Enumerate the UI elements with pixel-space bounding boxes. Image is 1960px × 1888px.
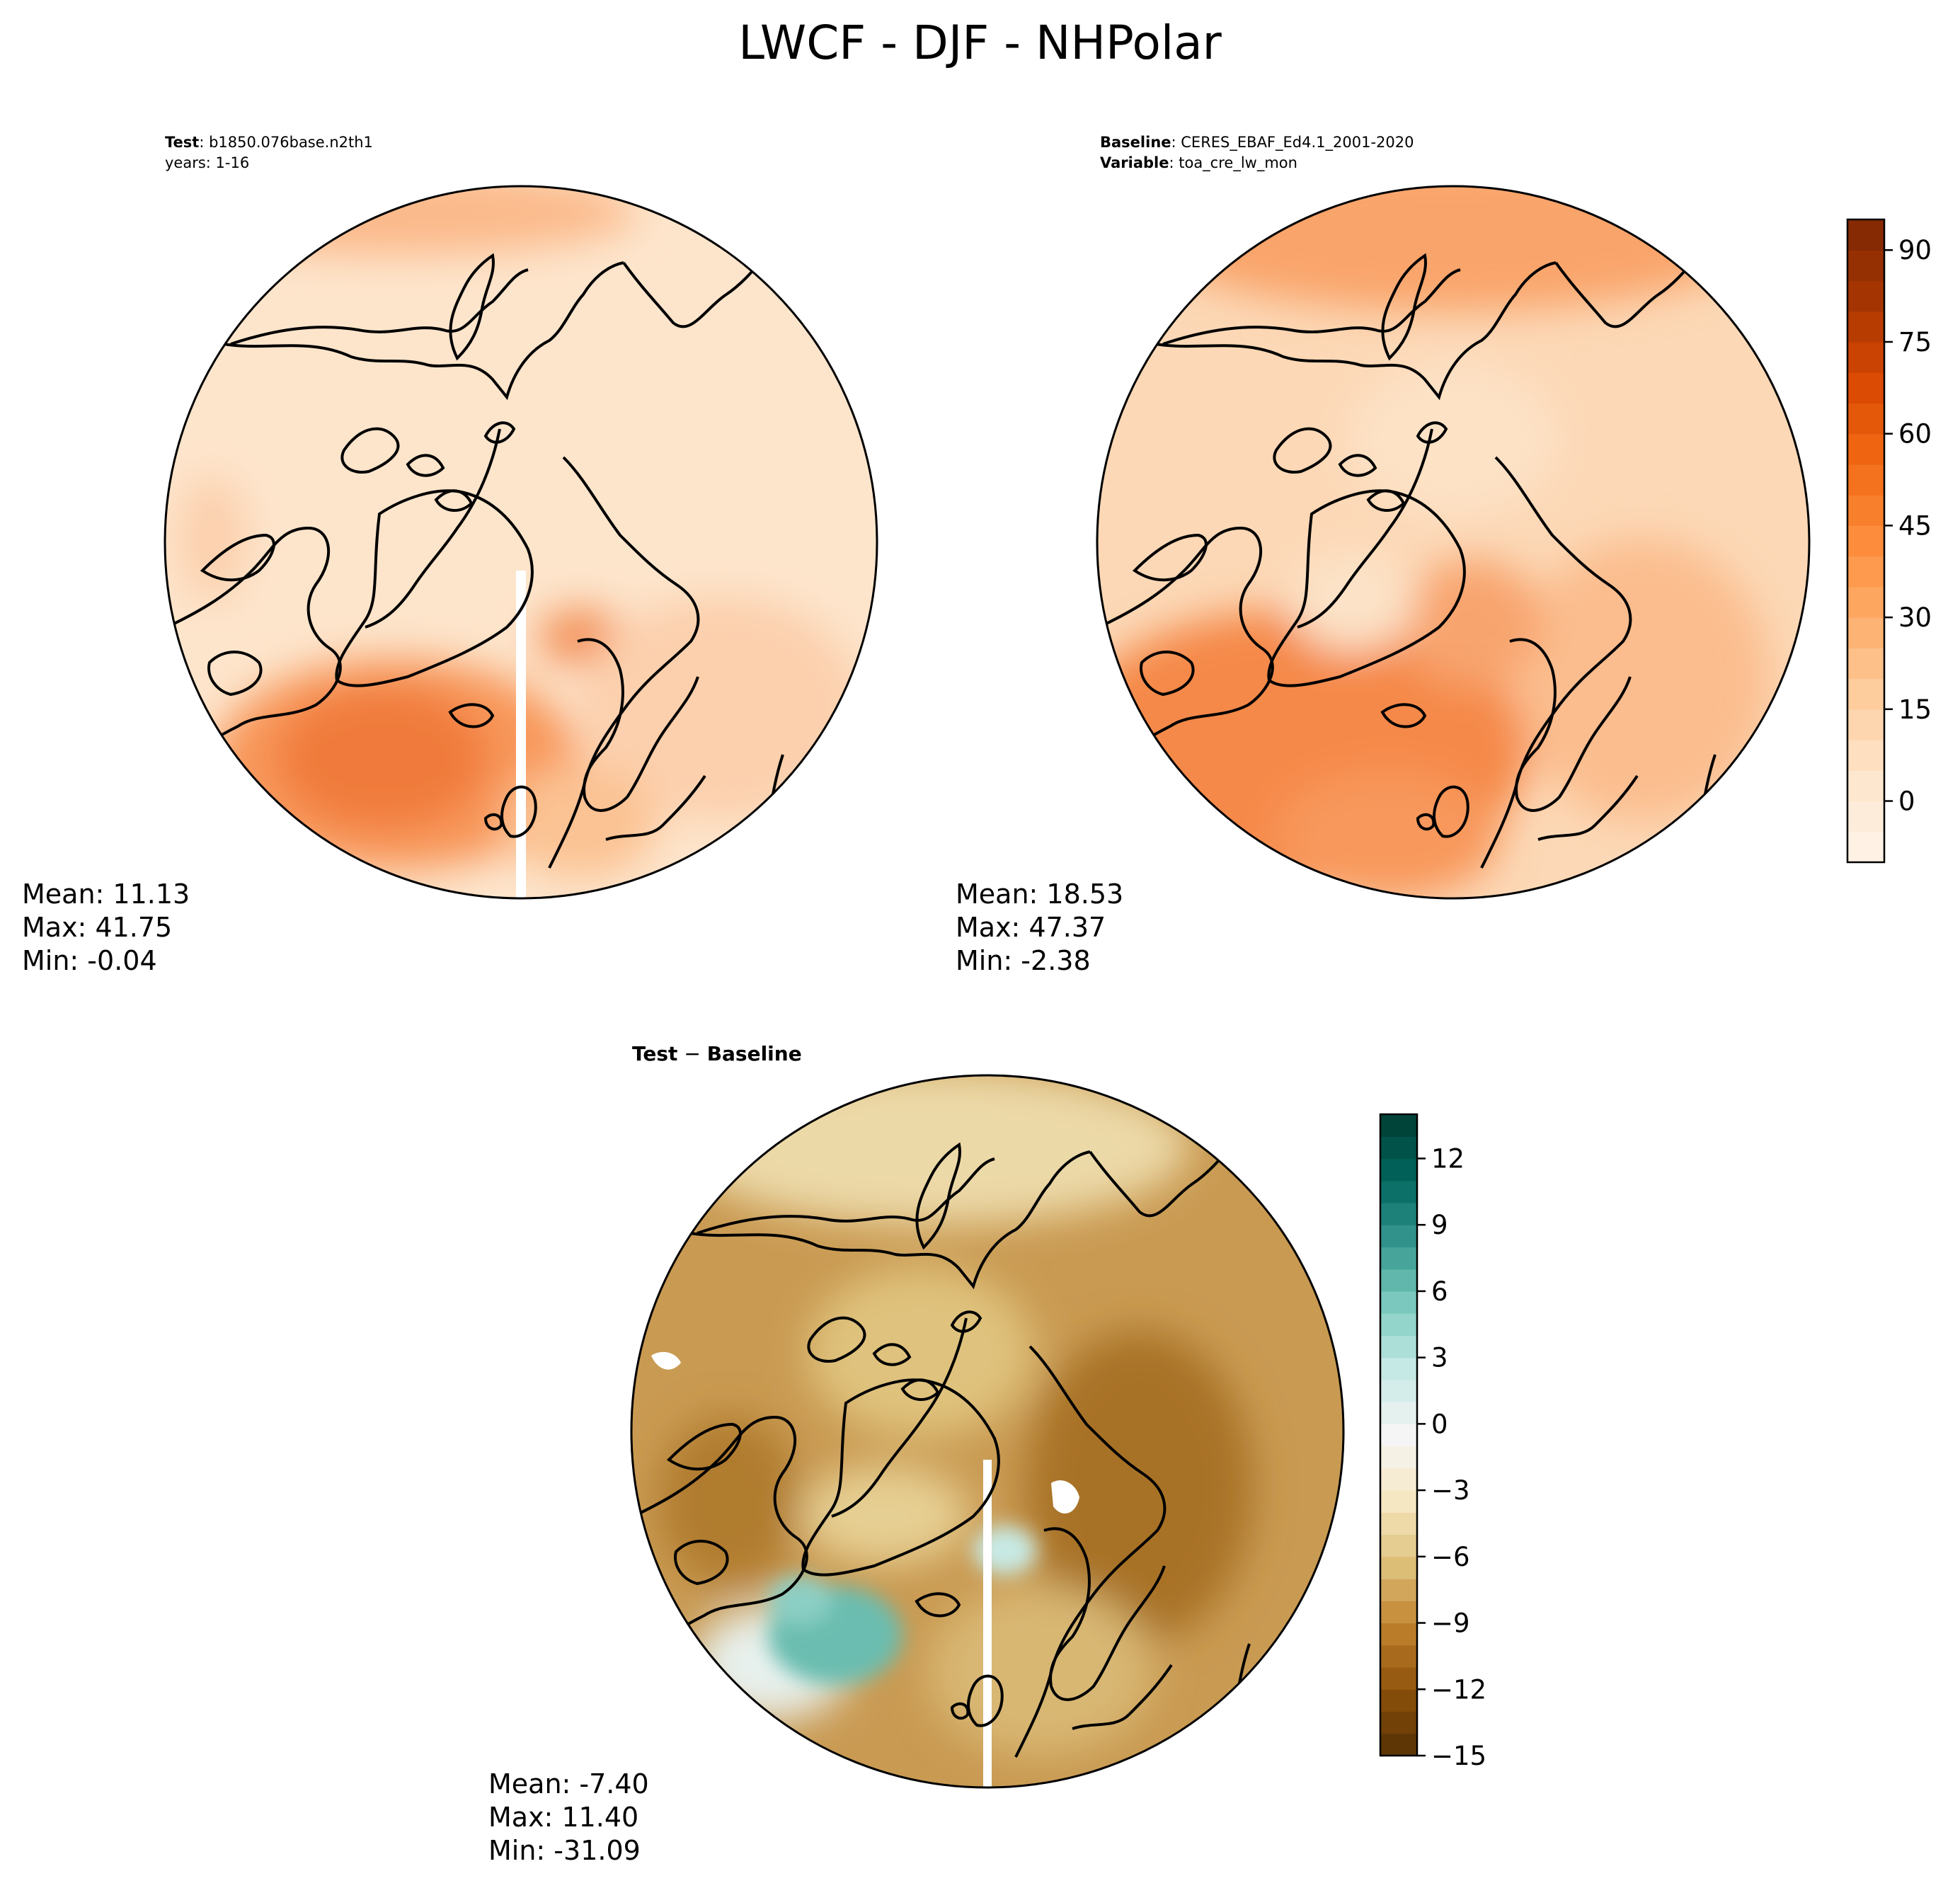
colorbar-segment (1847, 280, 1884, 312)
colorbar-segment (1380, 1379, 1417, 1402)
colorbar-segment (1847, 586, 1884, 618)
test-stats: Mean: 11.13 Max: 41.75 Min: -0.04 (22, 878, 190, 978)
colorbar-segment (1847, 801, 1884, 833)
variable-label: Variable (1100, 154, 1169, 171)
colorbar-segment (1380, 1269, 1417, 1292)
colorbar-segment (1847, 433, 1884, 465)
colorbar-segment (1380, 1225, 1417, 1248)
colorbar-segment (1380, 1623, 1417, 1646)
colorbar-segment (1380, 1335, 1417, 1358)
colorbar-tick-label: 0 (1431, 1409, 1448, 1439)
baseline-dataset-name: : CERES_EBAF_Ed4.1_2001-2020 (1171, 134, 1414, 151)
colorbar-tick-label: 90 (1898, 235, 1932, 265)
diff-min: Min: -31.09 (488, 1835, 641, 1866)
colorbar-segment (1847, 311, 1884, 343)
colorbar-segment (1380, 1202, 1417, 1225)
colorbar-segment (1380, 1313, 1417, 1337)
colorbar-segment (1380, 1689, 1417, 1712)
test-map (164, 185, 878, 900)
colorbar-tick-label: 6 (1431, 1276, 1448, 1307)
diff-panel-header: Test − Baseline (632, 1042, 802, 1065)
colorbar-segment (1380, 1291, 1417, 1314)
colorbar-segment (1847, 341, 1884, 373)
colorbar-segment (1847, 250, 1884, 282)
diff-mean: Mean: -7.40 (488, 1768, 649, 1800)
colorbar-tick-label: 9 (1431, 1210, 1448, 1240)
colorbar-tick-label: 12 (1431, 1143, 1465, 1174)
baseline-max: Max: 47.37 (956, 912, 1106, 943)
colorbar-segment (1847, 495, 1884, 526)
colorbar-frame (1379, 1113, 1419, 1757)
test-min: Min: -0.04 (22, 945, 157, 976)
baseline-min: Min: -2.38 (956, 945, 1091, 976)
colorbar-segment (1380, 1158, 1417, 1182)
test-panel-header: Test: b1850.076base.n2th1 years: 1-16 (165, 132, 373, 173)
test-max: Max: 41.75 (22, 912, 173, 943)
colorbar-segment (1847, 678, 1884, 710)
variable-name: : toa_cre_lw_mon (1169, 154, 1297, 171)
diff-stats: Mean: -7.40 Max: 11.40 Min: -31.09 (488, 1768, 649, 1867)
test-years: years: 1-16 (165, 154, 250, 171)
baseline-panel-header: Baseline: CERES_EBAF_Ed4.1_2001-2020 Var… (1100, 132, 1414, 173)
colorbar-segment (1380, 1247, 1417, 1270)
colorbar-segment (1380, 1644, 1417, 1668)
colorbar-tick-label: 3 (1431, 1343, 1448, 1373)
colorbar-segment (1380, 1424, 1417, 1447)
colorbar-segment (1380, 1114, 1417, 1137)
colorbar-segment (1847, 403, 1884, 435)
colorbar-tick-label: −6 (1431, 1542, 1470, 1572)
colorbar-segment (1380, 1357, 1417, 1380)
colorbar-segment (1380, 1446, 1417, 1469)
colorbar-tick-label: 75 (1898, 327, 1932, 357)
colorbar-segment (1380, 1556, 1417, 1579)
colorbar-segment (1847, 464, 1884, 496)
colorbar-tick-label: 15 (1898, 694, 1932, 725)
colorbar-segment (1380, 1468, 1417, 1491)
colorbar-segment (1380, 1402, 1417, 1424)
colorbar-tick-label: −3 (1431, 1475, 1470, 1506)
colorbar-tick-label: 45 (1898, 510, 1932, 541)
colorbar-segment (1847, 740, 1884, 771)
test-case-name: : b1850.076base.n2th1 (199, 134, 373, 151)
colorbar-tick-label: −9 (1431, 1608, 1470, 1639)
colorbar-segment (1847, 831, 1884, 863)
baseline-map (1096, 185, 1811, 900)
baseline-mean: Mean: 18.53 (956, 879, 1124, 910)
colorbar-segment (1380, 1490, 1417, 1513)
test-label: Test (165, 134, 200, 151)
colorbar-segment (1847, 372, 1884, 404)
figure-title: LWCF - DJF - NHPolar (738, 16, 1222, 70)
colorbar-tick-label: 30 (1898, 602, 1932, 633)
baseline-label: Baseline (1100, 134, 1171, 151)
colorbar-segment (1847, 525, 1884, 557)
colorbar-segment (1847, 556, 1884, 588)
colorbar-tick-label: 60 (1898, 419, 1932, 450)
colorbar-segment (1847, 219, 1884, 251)
colorbar-segment (1380, 1534, 1417, 1557)
colorbar-segment (1380, 1733, 1417, 1756)
baseline-stats: Mean: 18.53 Max: 47.37 Min: -2.38 (956, 878, 1123, 978)
difference-map (630, 1074, 1345, 1789)
colorbar-segment (1380, 1711, 1417, 1734)
colorbar-tick-label: −15 (1431, 1741, 1486, 1771)
colorbar-frame (1846, 218, 1886, 864)
colorbar-segment (1380, 1512, 1417, 1535)
colorbar-segment (1847, 770, 1884, 802)
colorbar-segment (1380, 1136, 1417, 1160)
colorbar-segment (1380, 1579, 1417, 1601)
colorbar-top: 90 75 60 45 30 15 0 (1846, 218, 1932, 864)
colorbar-segment (1847, 617, 1884, 648)
test-mean: Mean: 11.13 (22, 879, 190, 910)
colorbar-segment (1380, 1667, 1417, 1690)
colorbar-segment (1847, 709, 1884, 740)
colorbar-tick-label: 0 (1898, 786, 1915, 817)
colorbar-segment (1847, 648, 1884, 680)
colorbar-bottom: 12 9 6 3 0 −3 −6 −9 −12 −15 (1379, 1113, 1486, 1771)
diff-max: Max: 11.40 (488, 1802, 639, 1833)
colorbar-segment (1380, 1180, 1417, 1203)
colorbar-tick-label: −12 (1431, 1674, 1486, 1705)
colorbar-segment (1380, 1601, 1417, 1624)
